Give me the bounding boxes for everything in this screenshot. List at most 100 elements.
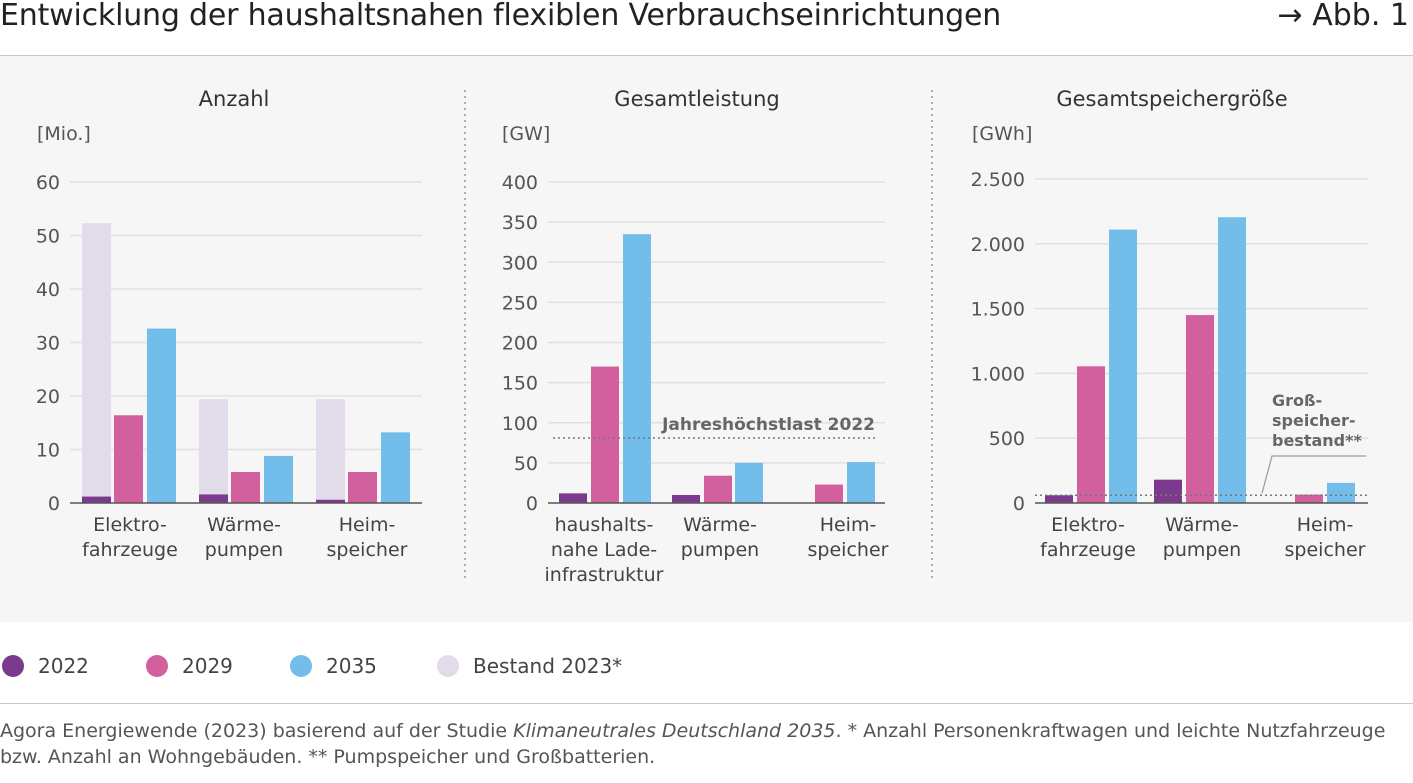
y-axis-unit-label: [Mio.] [37, 123, 91, 145]
y-tick-label: 1.000 [971, 363, 1025, 385]
source-text-after: . * Anzahl Personenkraftwagen und leicht… [835, 720, 1386, 742]
bar-y2029-2 [815, 484, 843, 503]
bar-y2035-1 [735, 462, 763, 503]
legend-label-bestand-2023: Bestand 2023* [473, 654, 623, 678]
x-category-label: pumpen [205, 539, 283, 561]
bar-y2029-0 [591, 366, 619, 503]
reference-line-label: Jahreshöchstlast 2022 [661, 415, 875, 435]
legend-swatch-2035 [290, 655, 312, 677]
charts-svg: Anzahl [Mio.] 0 10 20 30 40 50 60 Elektro-fahrzeu… [36, 87, 1368, 586]
bar-y2029-2 [348, 471, 377, 503]
legend-swatch-bestand-2023 [437, 655, 459, 677]
bar-y2022-1 [672, 494, 700, 503]
y-tick-label: 250 [502, 292, 538, 314]
legend-swatch-2029 [146, 655, 168, 677]
x-category-label: pumpen [1163, 539, 1241, 561]
bar-y2035-2 [381, 432, 410, 503]
bar-y2022-0 [82, 496, 111, 503]
figure-reference: → Abb. 1 [1277, 0, 1409, 33]
bar-y2029-1 [231, 471, 260, 503]
legend-item-2029: 2029 [146, 648, 233, 684]
y-tick-label: 100 [502, 413, 538, 435]
bar-y2035-2 [1327, 482, 1355, 503]
chart-title: Entwicklung der haushaltsnahen flexiblen… [0, 0, 1002, 33]
x-category-label: speicher [808, 539, 889, 561]
x-category-label: Elektro- [1051, 514, 1125, 536]
y-tick-label: 2.000 [971, 234, 1025, 256]
reference-line-label-line: Groß- [1272, 391, 1322, 410]
y-tick-label: 150 [502, 373, 538, 395]
footer-divider [0, 703, 1413, 704]
bar-y2022-0 [559, 493, 587, 503]
reference-line-label-line: bestand** [1272, 431, 1362, 450]
x-category-label: haushalts- [555, 514, 654, 536]
y-tick-label: 60 [36, 172, 60, 194]
bar-y2029-1 [1186, 315, 1214, 503]
bar-y2029-0 [114, 415, 143, 503]
bar-y2022-0 [1045, 495, 1073, 503]
y-tick-label: 50 [514, 453, 538, 475]
legend-item-bestand-2023: Bestand 2023* [437, 648, 622, 684]
legend-label-2029: 2029 [182, 654, 233, 678]
y-tick-label: 0 [1013, 493, 1025, 515]
y-tick-label: 0 [48, 493, 60, 515]
bar-y2035-0 [623, 234, 651, 503]
bar-y2035-0 [147, 328, 176, 503]
bar-bestand-0 [82, 223, 111, 503]
chart-panel: Anzahl [Mio.] 0 10 20 30 40 50 60 Elektro-fahrzeu… [0, 56, 1413, 622]
x-category-label: speicher [327, 539, 408, 561]
y-tick-label: 20 [36, 386, 60, 408]
bar-y2035-0 [1109, 229, 1137, 503]
bar-y2022-2 [316, 499, 345, 503]
x-category-label: infrastruktur [545, 564, 664, 586]
bar-y2035-2 [847, 462, 875, 503]
bar-y2035-1 [264, 455, 293, 503]
y-tick-label: 2.500 [971, 169, 1025, 191]
bar-y2029-1 [704, 475, 732, 503]
x-category-label: fahrzeuge [82, 539, 178, 561]
bar-y2029-2 [1295, 494, 1323, 503]
subchart-title: Anzahl [199, 87, 270, 111]
x-category-label: Elektro- [93, 514, 167, 536]
y-tick-label: 350 [502, 212, 538, 234]
x-category-label: Wärme- [1165, 514, 1239, 536]
legend-item-2022: 2022 [2, 648, 89, 684]
y-tick-label: 30 [36, 333, 60, 355]
source-text-before: Agora Energiewende (2023) basierend auf … [0, 720, 514, 742]
legend-label-2035: 2035 [326, 654, 377, 678]
subchart-title: Gesamtspeichergröße [1056, 87, 1287, 111]
bar-y2029-0 [1077, 366, 1105, 503]
x-category-label: fahrzeuge [1040, 539, 1136, 561]
source-line-2: bzw. Anzahl an Wohngebäuden. ** Pumpspei… [0, 746, 656, 768]
y-tick-label: 200 [502, 333, 538, 355]
subchart-title: Gesamtleistung [614, 87, 779, 111]
x-category-label: Heim- [820, 514, 877, 536]
x-category-label: speicher [1285, 539, 1366, 561]
bar-bestand-2 [316, 399, 345, 503]
x-category-label: pumpen [681, 539, 759, 561]
y-tick-label: 40 [36, 279, 60, 301]
x-category-label: nahe Lade- [551, 539, 657, 561]
reference-leader-line [1261, 455, 1366, 494]
y-tick-label: 500 [989, 428, 1025, 450]
y-tick-label: 10 [36, 440, 60, 462]
x-category-label: Heim- [1297, 514, 1354, 536]
source-study-title: Klimaneutrales Deutschland 2035 [513, 720, 836, 742]
legend-swatch-2022 [2, 655, 24, 677]
legend-label-2022: 2022 [38, 654, 89, 678]
bar-y2022-1 [1154, 479, 1182, 503]
legend-item-2035: 2035 [290, 648, 377, 684]
legend: 2022 2029 2035 Bestand 2023* [0, 648, 1413, 684]
header: Entwicklung der haushaltsnahen flexiblen… [0, 0, 1413, 56]
y-tick-label: 50 [36, 226, 60, 248]
source-note: Agora Energiewende (2023) basierend auf … [0, 718, 1413, 770]
y-axis-unit-label: [GWh] [972, 123, 1032, 145]
bar-bestand-1 [199, 399, 228, 503]
y-tick-label: 1.500 [971, 299, 1025, 321]
y-tick-label: 300 [502, 252, 538, 274]
y-tick-label: 0 [526, 493, 538, 515]
reference-line-label-line: speicher- [1272, 411, 1356, 430]
source-line-1: Agora Energiewende (2023) basierend auf … [0, 718, 1413, 744]
bar-y2035-1 [1218, 217, 1246, 503]
x-category-label: Wärme- [207, 514, 281, 536]
